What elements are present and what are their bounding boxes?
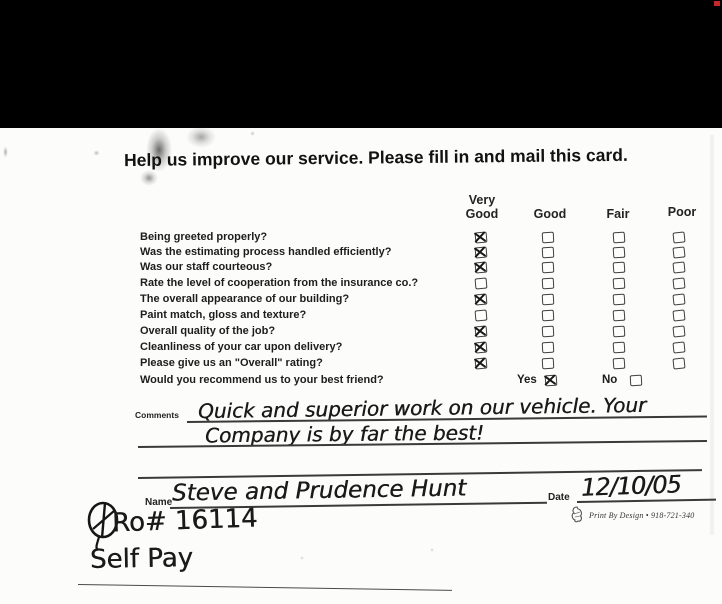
checkbox-good[interactable]	[541, 341, 555, 354]
survey-row: Rate the level of cooperation from the i…	[0, 277, 722, 292]
ink-smudge	[3, 146, 8, 158]
checkbox-fair[interactable]	[612, 325, 626, 338]
card-title: Help us improve our service. Please fill…	[123, 144, 628, 171]
checkbox-fair[interactable]	[612, 341, 626, 354]
circled-scribble-icon	[84, 499, 124, 556]
checkbox-good[interactable]	[541, 357, 555, 370]
checkbox-poor[interactable]	[672, 261, 686, 274]
ink-smudge	[186, 126, 216, 148]
question-label: Was the estimating process handled effic…	[140, 246, 392, 258]
question-label: The overall appearance of our building?	[140, 293, 350, 305]
checkbox-poor[interactable]	[672, 246, 686, 259]
yes-label: Yes	[517, 374, 537, 386]
checkbox-good[interactable]	[541, 261, 555, 274]
question-label: Please give us an "Overall" rating?	[140, 357, 323, 369]
ink-smudge	[430, 548, 434, 552]
checkbox-very-good[interactable]	[474, 261, 488, 274]
column-header-good: Good	[533, 207, 567, 221]
bottom-scan-line	[77, 584, 452, 592]
checkbox-good[interactable]	[541, 277, 555, 290]
checkbox-very-good[interactable]	[474, 357, 488, 370]
checkbox-fair[interactable]	[612, 293, 626, 306]
comments-label: Comments	[135, 410, 179, 420]
checkbox-good[interactable]	[541, 309, 555, 322]
survey-row: The overall appearance of our building?	[0, 293, 722, 308]
survey-row: Overall quality of the job?	[0, 325, 722, 340]
checkbox-very-good[interactable]	[474, 231, 488, 244]
self-pay-handwriting: Self Pay	[89, 543, 194, 575]
survey-row: Was the estimating process handled effic…	[0, 246, 722, 261]
ro-number-handwriting: Ro# 16114	[111, 503, 259, 539]
checkbox-poor[interactable]	[672, 231, 686, 244]
checkbox-poor[interactable]	[672, 309, 686, 322]
checkbox-very-good[interactable]	[474, 325, 488, 338]
checkbox-poor[interactable]	[672, 293, 686, 306]
ink-smudge	[250, 131, 255, 136]
survey-row: Being greeted properly?	[0, 231, 722, 246]
column-header-fair: Fair	[606, 207, 630, 221]
question-label: Being greeted properly?	[140, 231, 268, 243]
date-handwriting: 12/10/05	[580, 470, 682, 502]
scan-edge-streak	[710, 135, 714, 535]
survey-row: Please give us an "Overall" rating?	[0, 357, 722, 372]
question-label: Paint match, gloss and texture?	[140, 309, 307, 321]
checkbox-very-good[interactable]	[474, 277, 488, 290]
name-handwriting: Steve and Prudence Hunt	[171, 475, 467, 507]
scanner-black-band	[0, 0, 722, 128]
name-label: Name	[145, 497, 173, 508]
checkbox-poor[interactable]	[672, 341, 686, 354]
survey-row: Paint match, gloss and texture?	[0, 309, 722, 324]
checkbox-no[interactable]	[629, 374, 643, 387]
checkbox-very-good[interactable]	[474, 309, 488, 322]
checkbox-fair[interactable]	[612, 357, 626, 370]
column-header-very-good-line1: Very	[468, 193, 496, 207]
print-by-design-logo-icon	[570, 505, 584, 528]
column-header-poor: Poor	[667, 205, 697, 219]
date-label: Date	[548, 492, 570, 503]
ink-smudge	[140, 170, 158, 186]
question-label: Cleanliness of your car upon delivery?	[140, 341, 343, 353]
checkbox-fair[interactable]	[612, 231, 626, 244]
checkbox-fair[interactable]	[612, 246, 626, 259]
checkbox-very-good[interactable]	[474, 341, 488, 354]
printer-credit: Print By Design • 918-721-340	[589, 511, 695, 520]
survey-row: Cleanliness of your car upon delivery?	[0, 341, 722, 356]
checkbox-fair[interactable]	[612, 309, 626, 322]
checkbox-good[interactable]	[541, 246, 555, 259]
column-header-very-good-line2: Good	[465, 207, 499, 221]
survey-row: Was our staff courteous?	[0, 261, 722, 276]
ink-smudge	[93, 150, 100, 156]
checkbox-poor[interactable]	[672, 277, 686, 290]
checkbox-fair[interactable]	[612, 261, 626, 274]
question-label: Was our staff courteous?	[140, 261, 273, 273]
recommend-row: Would you recommend us to your best frie…	[0, 374, 722, 389]
red-corner-mark	[714, 1, 720, 6]
checkbox-yes[interactable]	[544, 374, 558, 387]
question-label: Rate the level of cooperation from the i…	[140, 277, 419, 289]
checkbox-poor[interactable]	[672, 357, 686, 370]
checkbox-good[interactable]	[541, 231, 555, 244]
checkbox-good[interactable]	[541, 293, 555, 306]
no-label: No	[602, 374, 618, 386]
checkbox-fair[interactable]	[612, 277, 626, 290]
checkbox-very-good[interactable]	[474, 246, 488, 259]
checkbox-good[interactable]	[541, 325, 555, 338]
question-label: Would you recommend us to your best frie…	[140, 374, 384, 386]
checkbox-very-good[interactable]	[474, 293, 488, 306]
ink-smudge	[146, 128, 172, 172]
checkbox-poor[interactable]	[672, 325, 686, 338]
question-label: Overall quality of the job?	[140, 325, 276, 337]
ink-smudge	[300, 556, 304, 560]
